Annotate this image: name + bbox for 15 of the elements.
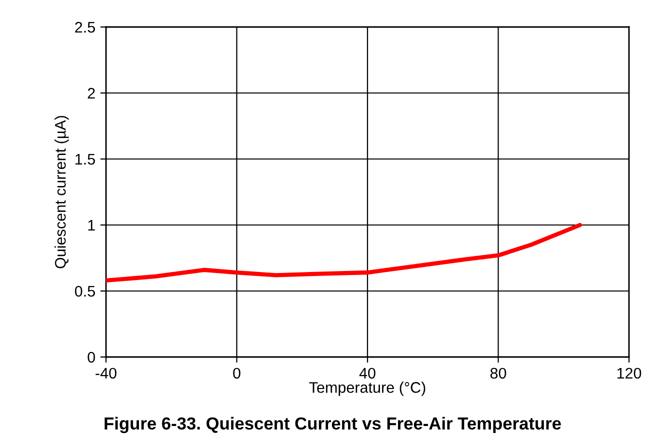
y-tick-label: 2 bbox=[88, 88, 95, 99]
x-tick-label: 40 bbox=[359, 368, 376, 379]
x-tick-label: 0 bbox=[233, 368, 240, 379]
x-tick-label: -40 bbox=[96, 368, 116, 379]
y-tick-label: 0.5 bbox=[74, 286, 95, 297]
x-tick-label: 80 bbox=[490, 368, 506, 379]
line-series bbox=[106, 222, 582, 283]
text: Figure 6-33. Quiescent Current vs Free-Air Temperature bbox=[104, 416, 561, 434]
y-axis-title: Quiescent current (µA) bbox=[54, 116, 69, 268]
y-tick-label: 2.5 bbox=[75, 22, 95, 33]
y-tick-label: 1 bbox=[88, 220, 95, 231]
y-tick-label: 0 bbox=[88, 352, 95, 363]
x-tick-label: 120 bbox=[617, 368, 642, 379]
y-tick-label: 1.5 bbox=[76, 154, 95, 165]
x-axis-title: Temperature (°C) bbox=[309, 382, 426, 396]
